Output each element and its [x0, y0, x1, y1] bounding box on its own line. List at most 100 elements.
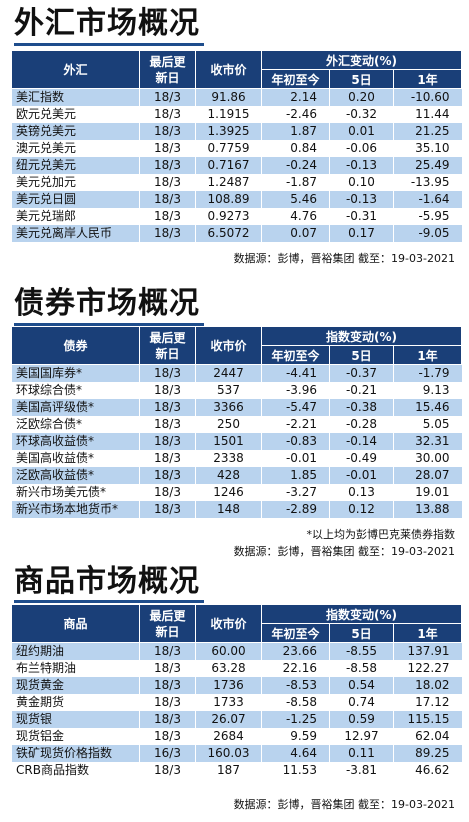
commodity-header-last-update: 最后更新日	[139, 604, 196, 643]
table-row: 澳元兑美元 18/3 0.7759 0.84 -0.06 35.10	[11, 140, 462, 157]
row-last-update: 18/3	[139, 399, 196, 416]
row-close: 160.03	[195, 745, 262, 762]
commodity-source: 数据源：彭博，晋裕集团 截至：19-03-2021	[233, 798, 455, 811]
bond-header-1y: 1年	[393, 345, 462, 365]
bond-header-close: 收市价	[195, 326, 262, 365]
row-1y-change: 17.12	[393, 694, 462, 711]
table-row: 美元兑加元 18/3 1.2487 -1.87 0.10 -13.95	[11, 174, 462, 191]
row-name: 美国高评级债*	[11, 399, 140, 416]
row-name: 美元兑日圆	[11, 191, 140, 208]
row-ytd-change: -2.21	[261, 416, 330, 433]
table-row: 现货铝金 18/3 2684 9.59 12.97 62.04	[11, 728, 462, 745]
row-last-update: 18/3	[139, 694, 196, 711]
row-close: 0.7167	[195, 157, 262, 174]
row-ytd-change: -0.01	[261, 450, 330, 467]
row-close: 1501	[195, 433, 262, 450]
row-ytd-change: -5.47	[261, 399, 330, 416]
row-1y-change: 35.10	[393, 140, 462, 157]
row-5d-change: -0.49	[329, 450, 394, 467]
row-1y-change: 9.13	[393, 382, 462, 399]
row-1y-change: 62.04	[393, 728, 462, 745]
row-close: 0.7759	[195, 140, 262, 157]
row-close: 148	[195, 501, 262, 518]
row-name: 纽元兑美元	[11, 157, 140, 174]
row-close: 2447	[195, 364, 262, 382]
commodity-title-underline	[14, 600, 204, 603]
row-1y-change: 28.07	[393, 467, 462, 484]
row-close: 537	[195, 382, 262, 399]
row-last-update: 16/3	[139, 745, 196, 762]
row-close: 6.5072	[195, 225, 262, 242]
table-row: 环球高收益债* 18/3 1501 -0.83 -0.14 32.31	[11, 433, 462, 450]
row-1y-change: 13.88	[393, 501, 462, 518]
row-1y-change: 32.31	[393, 433, 462, 450]
row-last-update: 18/3	[139, 106, 196, 123]
row-name: 澳元兑美元	[11, 140, 140, 157]
table-row: 现货黄金 18/3 1736 -8.53 0.54 18.02	[11, 677, 462, 694]
row-last-update: 18/3	[139, 123, 196, 140]
row-ytd-change: 0.84	[261, 140, 330, 157]
row-1y-change: -13.95	[393, 174, 462, 191]
row-5d-change: -0.21	[329, 382, 394, 399]
row-close: 187	[195, 762, 262, 779]
row-last-update: 18/3	[139, 677, 196, 694]
fx-header-name: 外汇	[11, 50, 140, 89]
row-close: 60.00	[195, 642, 262, 660]
fx-table: 外汇 最后更新日 收市价 外汇变动(%) 年初至今 5日 1年 美汇指数 18/3…	[11, 50, 462, 242]
table-row: 英镑兑美元 18/3 1.3925 1.87 0.01 21.25	[11, 123, 462, 140]
row-last-update: 18/3	[139, 501, 196, 518]
fx-header-change-group: 外汇变动(%)	[261, 50, 462, 70]
row-5d-change: -3.81	[329, 762, 394, 779]
row-1y-change: 11.44	[393, 106, 462, 123]
row-5d-change: 12.97	[329, 728, 394, 745]
row-name: 泛欧综合债*	[11, 416, 140, 433]
row-5d-change: -0.37	[329, 364, 394, 382]
row-last-update: 18/3	[139, 174, 196, 191]
table-row: 黄金期货 18/3 1733 -8.58 0.74 17.12	[11, 694, 462, 711]
commodity-table: 商品 最后更新日 收市价 指数变动(%) 年初至今 5日 1年 纽约期油 18/3…	[11, 604, 462, 779]
table-row: 美元兑瑞郎 18/3 0.9273 4.76 -0.31 -5.95	[11, 208, 462, 225]
table-row: 铁矿现货价格指数 16/3 160.03 4.64 0.11 89.25	[11, 745, 462, 762]
row-close: 63.28	[195, 660, 262, 677]
row-5d-change: -0.13	[329, 157, 394, 174]
row-close: 1246	[195, 484, 262, 501]
row-ytd-change: -1.87	[261, 174, 330, 191]
fx-header-last-update: 最后更新日	[139, 50, 196, 89]
row-last-update: 18/3	[139, 382, 196, 399]
commodity-header-1y: 1年	[393, 623, 462, 643]
row-name: 美元兑瑞郎	[11, 208, 140, 225]
row-ytd-change: 0.07	[261, 225, 330, 242]
row-close: 26.07	[195, 711, 262, 728]
row-ytd-change: -3.96	[261, 382, 330, 399]
row-1y-change: 18.02	[393, 677, 462, 694]
row-5d-change: -8.58	[329, 660, 394, 677]
row-last-update: 18/3	[139, 433, 196, 450]
row-name: 美汇指数	[11, 88, 140, 106]
row-5d-change: -0.01	[329, 467, 394, 484]
table-row: 美元兑离岸人民币 18/3 6.5072 0.07 0.17 -9.05	[11, 225, 462, 242]
row-name: 现货黄金	[11, 677, 140, 694]
row-1y-change: 137.91	[393, 642, 462, 660]
row-last-update: 18/3	[139, 157, 196, 174]
row-name: 现货铝金	[11, 728, 140, 745]
row-5d-change: -0.32	[329, 106, 394, 123]
row-last-update: 18/3	[139, 711, 196, 728]
table-row: 布兰特期油 18/3 63.28 22.16 -8.58 122.27	[11, 660, 462, 677]
row-close: 1.2487	[195, 174, 262, 191]
row-close: 2684	[195, 728, 262, 745]
row-last-update: 18/3	[139, 728, 196, 745]
row-name: 现货银	[11, 711, 140, 728]
commodity-section: 商品市场概况 商品 最后更新日 收市价 指数变动(%) 年初至今 5日 1年 纽…	[0, 562, 469, 822]
row-ytd-change: 4.64	[261, 745, 330, 762]
row-ytd-change: 22.16	[261, 660, 330, 677]
row-last-update: 18/3	[139, 88, 196, 106]
row-5d-change: -0.31	[329, 208, 394, 225]
row-close: 1733	[195, 694, 262, 711]
row-close: 1736	[195, 677, 262, 694]
row-name: 美元兑加元	[11, 174, 140, 191]
row-5d-change: 0.01	[329, 123, 394, 140]
row-5d-change: 0.54	[329, 677, 394, 694]
row-5d-change: -0.38	[329, 399, 394, 416]
row-name: 美国高收益债*	[11, 450, 140, 467]
row-last-update: 18/3	[139, 467, 196, 484]
